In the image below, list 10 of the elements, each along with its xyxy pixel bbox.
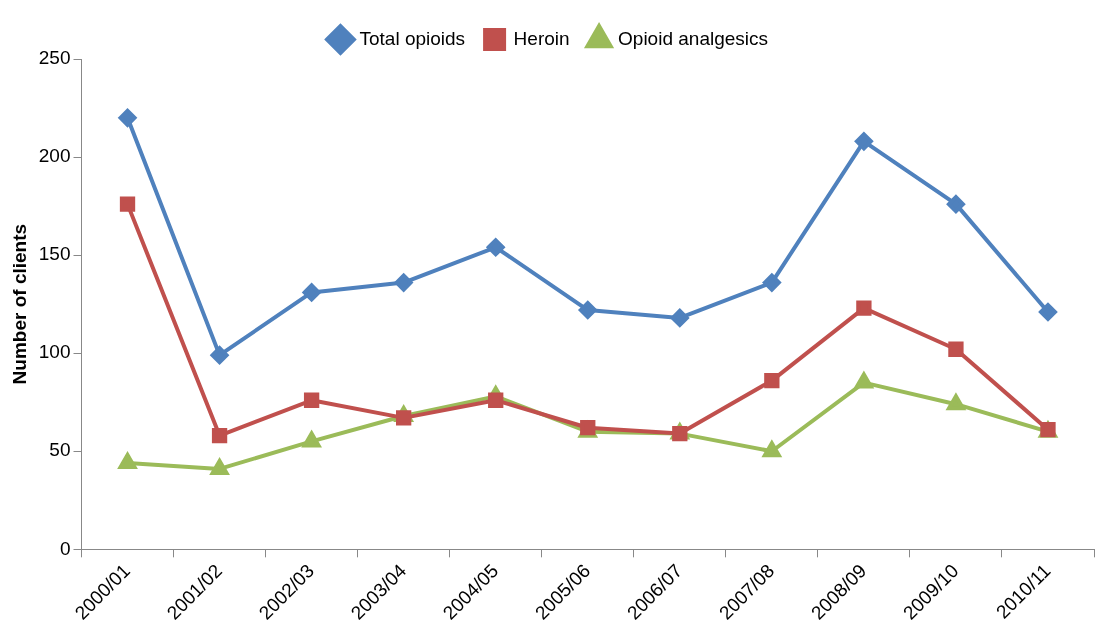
legend-label: Opioid analgesics	[618, 27, 769, 49]
y-axis-title: Number of clients	[8, 223, 30, 385]
y-tick-label: 150	[38, 243, 71, 265]
legend-label: Heroin	[513, 27, 570, 49]
y-tick-label: 250	[38, 47, 71, 69]
y-tick-label: 50	[49, 439, 71, 461]
y-tick-label: 0	[59, 537, 71, 559]
y-tick-label: 200	[38, 145, 71, 167]
y-tick-label: 100	[38, 341, 71, 363]
legend-label: Total opioids	[359, 27, 466, 49]
